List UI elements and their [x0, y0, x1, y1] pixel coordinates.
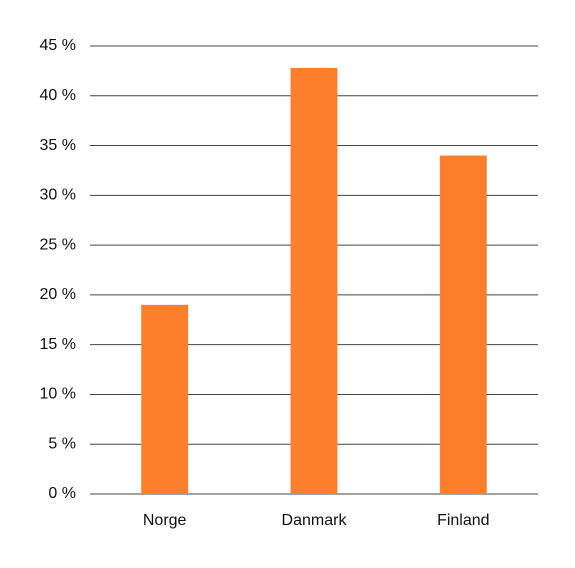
y-tick-label: 10 %: [40, 386, 76, 403]
y-tick-label: 5 %: [48, 435, 76, 452]
bar: [141, 304, 189, 494]
y-tick-label: 15 %: [40, 336, 76, 353]
y-tick-label: 45 %: [40, 37, 76, 54]
bar: [290, 67, 338, 494]
y-tick-label: 35 %: [40, 137, 76, 154]
y-tick-label: 25 %: [40, 236, 76, 253]
y-tick-label: 20 %: [40, 286, 76, 303]
bar: [439, 155, 487, 494]
y-tick-label: 30 %: [40, 187, 76, 204]
y-tick-label: 0 %: [48, 485, 76, 502]
x-tick-label: Finland: [437, 512, 489, 529]
x-tick-label: Norge: [143, 512, 187, 529]
y-tick-label: 40 %: [40, 87, 76, 104]
x-tick-label: Danmark: [282, 512, 348, 529]
